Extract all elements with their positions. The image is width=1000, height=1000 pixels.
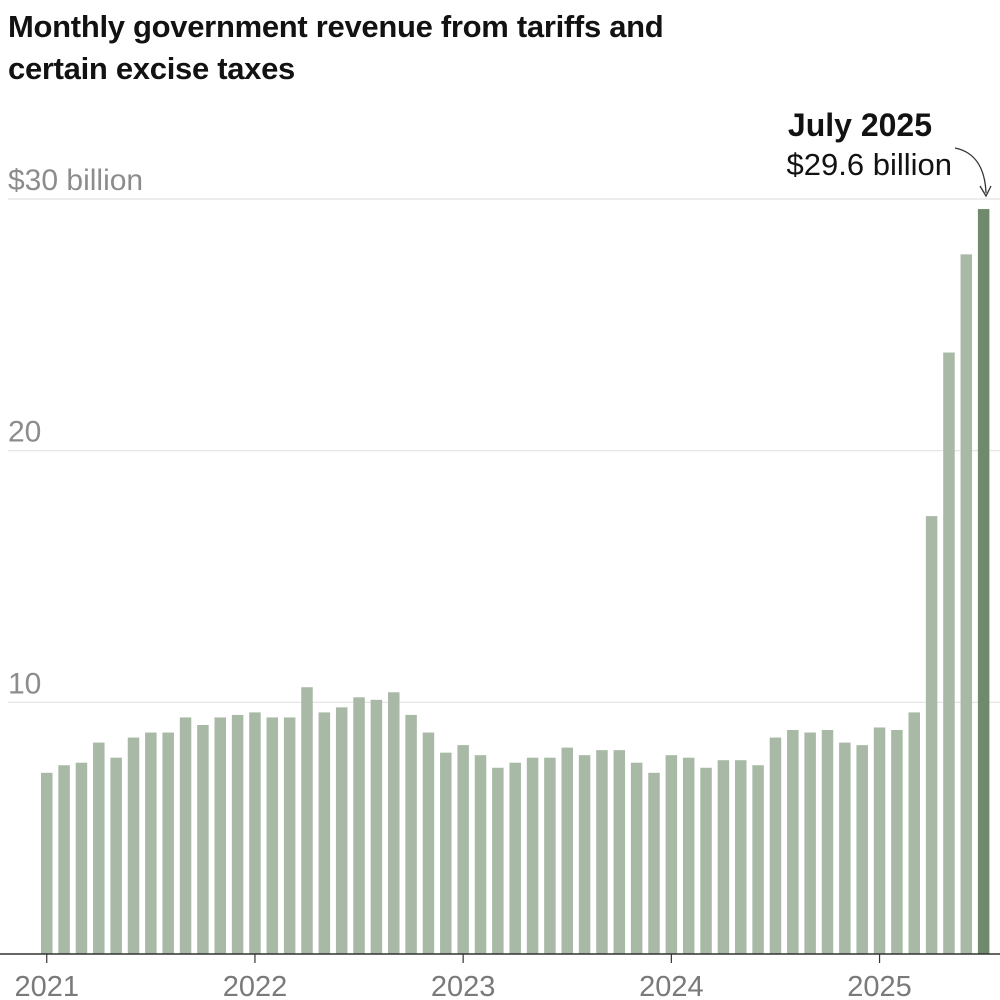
gridlines: 10 20 $30 billion (8, 164, 1000, 703)
annotation-arrowhead (979, 185, 992, 198)
bar (787, 730, 799, 954)
bar (613, 750, 626, 954)
y-tick-label: $30 billion (8, 164, 143, 197)
bar (249, 712, 261, 954)
bar (821, 730, 834, 954)
bar (943, 352, 955, 954)
bar (509, 762, 521, 954)
bar (908, 712, 920, 954)
x-tick-label: 2021 (14, 971, 79, 1000)
bar (839, 742, 851, 954)
bar (41, 772, 53, 954)
x-axis-ticks: 2021 2022 2023 2024 2025 (14, 954, 912, 1000)
bar (752, 765, 764, 954)
bar (769, 737, 782, 954)
bar (422, 732, 435, 954)
bar (214, 717, 226, 954)
bar (231, 714, 244, 954)
x-tick-label: 2024 (639, 971, 704, 1000)
x-tick-label: 2025 (847, 971, 912, 1000)
bar (804, 732, 816, 954)
bar (110, 757, 122, 954)
chart-title: Monthly government revenue from tariffs … (8, 9, 664, 86)
bar (405, 714, 417, 954)
bar (283, 717, 296, 954)
bar (58, 765, 70, 954)
bar (370, 699, 383, 954)
bar (474, 755, 487, 954)
annotation-arrow (954, 147, 987, 194)
bar (127, 737, 140, 954)
bar (735, 760, 747, 954)
bar (457, 745, 469, 954)
bar (75, 762, 88, 954)
bar (630, 762, 643, 954)
annotation: July 2025 $29.6 billion (787, 107, 992, 198)
bar (353, 697, 365, 954)
bar (856, 745, 868, 954)
bar (665, 755, 678, 954)
annotation-title: July 2025 (788, 107, 932, 143)
x-tick-label: 2022 (223, 971, 288, 1000)
bar (700, 767, 712, 954)
bar (717, 760, 730, 954)
bar (526, 757, 539, 954)
bar (318, 712, 331, 954)
bar (682, 757, 695, 954)
bar-highlight (977, 209, 990, 955)
bar (925, 516, 938, 954)
bar (492, 767, 504, 954)
bar (301, 687, 313, 954)
bar (197, 724, 209, 954)
bar (179, 717, 192, 954)
bar (93, 742, 105, 954)
bar (162, 732, 174, 954)
bar (440, 752, 452, 954)
bar (266, 717, 279, 954)
bar (561, 747, 573, 954)
bar (648, 772, 660, 954)
bar (891, 730, 903, 954)
y-tick-label: 10 (8, 667, 41, 700)
y-tick-label: 20 (8, 416, 41, 449)
x-tick-label: 2023 (431, 971, 496, 1000)
bar (873, 727, 886, 954)
bar (596, 750, 608, 954)
bars (41, 209, 990, 955)
bar (388, 692, 400, 954)
bar (960, 254, 973, 954)
bar (335, 707, 348, 954)
bar (145, 732, 157, 954)
bar (544, 757, 556, 954)
bar (578, 755, 591, 954)
annotation-value: $29.6 billion (787, 147, 952, 182)
